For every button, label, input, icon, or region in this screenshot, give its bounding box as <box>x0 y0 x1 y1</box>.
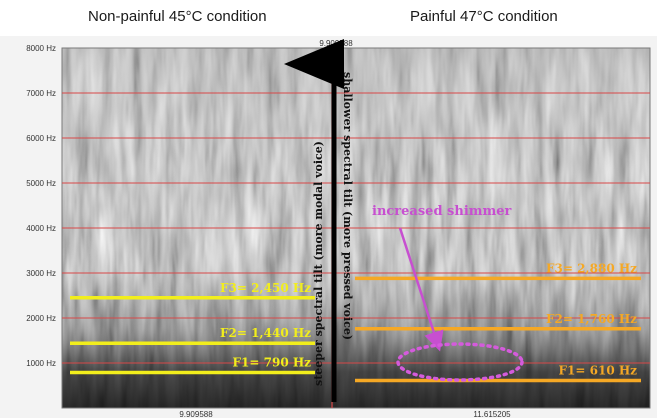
right-formant-label-f3: F3= 2,880 Hz <box>546 261 637 275</box>
right-formant-label-f2: F2= 1,760 Hz <box>546 312 637 326</box>
y-tick-label-1000: 1000 Hz <box>26 359 56 368</box>
y-tick-label-4000: 4000 Hz <box>26 224 56 233</box>
left-formant-label-f3: F3= 2,450 Hz <box>220 281 311 295</box>
shimmer-label: increased shimmer <box>372 204 512 219</box>
shimmer-arrow <box>398 227 444 352</box>
y-axis-tick-labels: 1000 Hz 2000 Hz 3000 Hz 4000 Hz 5000 Hz 6000 … <box>26 44 56 368</box>
y-tick-label-5000: 5000 Hz <box>26 179 56 188</box>
frequency-gridlines <box>62 92 650 364</box>
y-tick-label-3000: 3000 Hz <box>26 269 56 278</box>
y-tick-label-6000: 6000 Hz <box>26 134 56 143</box>
steeper-tilt-label: steeper spectral tilt (more modal voice) <box>312 141 325 386</box>
y-tick-label-2000: 2000 Hz <box>26 314 56 323</box>
bottom-left-time-marker: 9.909588 <box>179 410 213 418</box>
y-tick-label-7000: 7000 Hz <box>26 89 56 98</box>
spectrogram-figure: 1000 Hz 2000 Hz 3000 Hz 4000 Hz 5000 Hz 6000 … <box>0 36 657 418</box>
right-condition-title: Painful 47°C condition <box>410 8 558 25</box>
formant-lines: F3= 2,450 Hz F2= 1,440 Hz F1= 790 Hz F3= 2,… <box>70 261 641 383</box>
shallower-tilt-label: shallower spectral tilt (more pressed vo… <box>341 72 354 340</box>
left-formant-label-f2: F2= 1,440 Hz <box>220 326 311 340</box>
left-condition-title: Non-painful 45°C condition <box>88 8 267 25</box>
left-formant-label-f1: F1= 790 Hz <box>233 355 312 369</box>
bottom-right-time-marker: 11.615205 <box>473 410 511 418</box>
right-formant-label-f1: F1= 610 Hz <box>559 364 638 378</box>
y-tick-label-8000: 8000 Hz <box>26 44 56 53</box>
shimmer-region-ellipse <box>396 342 524 382</box>
top-time-marker: 9.909588 <box>319 39 353 48</box>
